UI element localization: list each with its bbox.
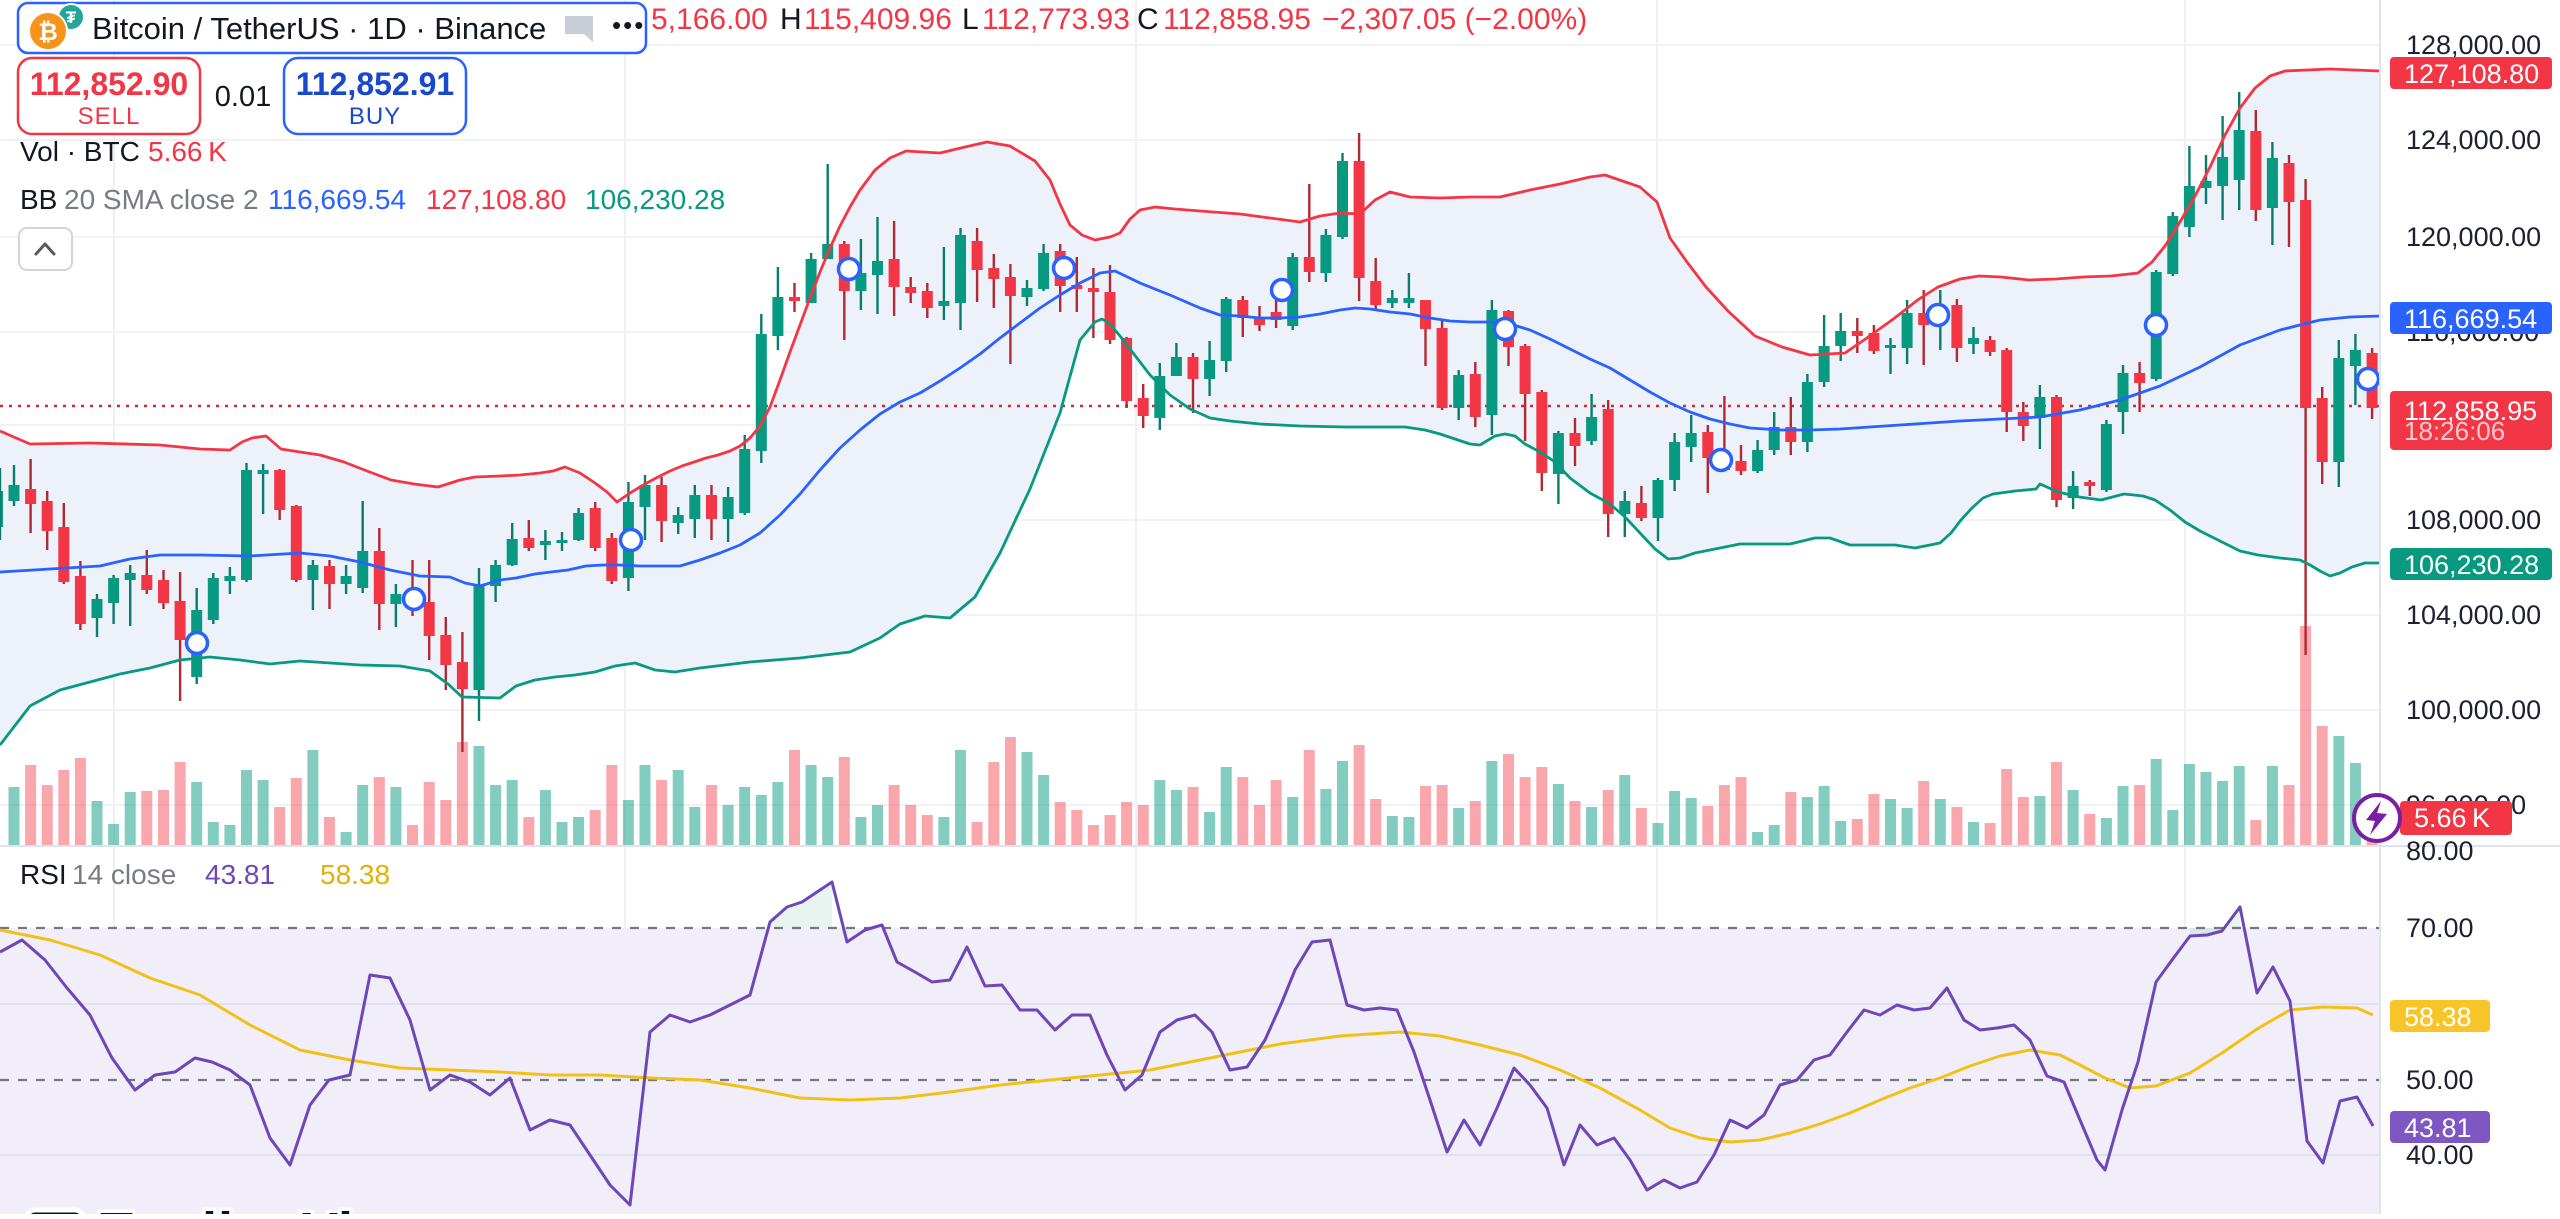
svg-text:112,858.95: 112,858.95 [2404, 396, 2537, 426]
svg-text:TradingView: TradingView [100, 1202, 428, 1214]
svg-text:80.00: 80.00 [2406, 836, 2474, 866]
svg-text:112,858.95: 112,858.95 [1163, 3, 1311, 36]
svg-text:5.66 K: 5.66 K [148, 136, 227, 167]
svg-text:127,108.80: 127,108.80 [426, 184, 566, 215]
svg-text:120,000.00: 120,000.00 [2406, 222, 2541, 252]
svg-text:43.81: 43.81 [2404, 1113, 2472, 1143]
svg-text:C: C [1137, 3, 1159, 36]
svg-text:SELL: SELL [78, 103, 141, 130]
svg-text:58.38: 58.38 [2404, 1002, 2472, 1032]
svg-text:0.01: 0.01 [215, 81, 271, 113]
svg-text:112,852.90: 112,852.90 [30, 66, 188, 102]
svg-text:−2,307.05 (−2.00%): −2,307.05 (−2.00%) [1322, 3, 1587, 36]
svg-text:106,230.28: 106,230.28 [585, 184, 725, 215]
svg-text:112,852.91: 112,852.91 [296, 66, 454, 102]
svg-text:5.66 K: 5.66 K [2414, 803, 2490, 833]
svg-text:112,773.93: 112,773.93 [982, 3, 1130, 36]
svg-text:43.81: 43.81 [205, 859, 275, 890]
svg-text:RSI: RSI [20, 859, 67, 890]
svg-text:115,409.96: 115,409.96 [804, 3, 952, 36]
svg-text:70.00: 70.00 [2406, 913, 2474, 943]
svg-text:₿: ₿ [38, 19, 58, 46]
svg-text:40.00: 40.00 [2406, 1140, 2474, 1170]
svg-text:H: H [780, 3, 802, 36]
svg-text:104,000.00: 104,000.00 [2406, 600, 2541, 630]
svg-text:BB: BB [20, 184, 57, 215]
svg-text:BUY: BUY [349, 103, 401, 130]
svg-text:58.38: 58.38 [320, 859, 390, 890]
svg-text:108,000.00: 108,000.00 [2406, 505, 2541, 535]
svg-text:50.00: 50.00 [2406, 1065, 2474, 1095]
svg-text:5,166.00: 5,166.00 [651, 3, 768, 36]
svg-text:Bitcoin / TetherUS · 1D · Bina: Bitcoin / TetherUS · 1D · Binance [92, 11, 546, 46]
svg-text:Vol · BTC: Vol · BTC [20, 136, 140, 167]
svg-text:127,108.80: 127,108.80 [2404, 59, 2539, 89]
svg-text:124,000.00: 124,000.00 [2406, 125, 2541, 155]
svg-text:116,669.54: 116,669.54 [268, 184, 406, 215]
svg-text:100,000.00: 100,000.00 [2406, 695, 2541, 725]
svg-text:128,000.00: 128,000.00 [2406, 30, 2541, 60]
svg-text:106,230.28: 106,230.28 [2404, 550, 2539, 580]
svg-text:116,669.54: 116,669.54 [2404, 304, 2537, 334]
svg-text:₮: ₮ [66, 8, 77, 27]
svg-text:•••: ••• [612, 10, 645, 40]
svg-text:18:26:06: 18:26:06 [2404, 416, 2505, 446]
svg-text:14 close: 14 close [72, 859, 176, 890]
svg-text:20 SMA close 2: 20 SMA close 2 [64, 184, 259, 215]
svg-text:L: L [962, 3, 979, 36]
